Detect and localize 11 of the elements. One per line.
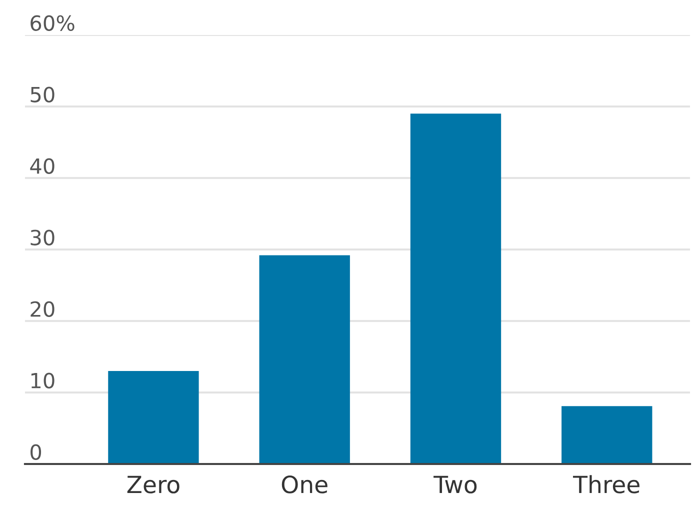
x-tick-label: One [282,476,328,494]
y-tick-label: 60% [30,15,74,31]
x-tick-label: Three [572,475,640,494]
y-tick-label: 20 [30,301,54,317]
y-tick-label: 30 [30,230,54,246]
y-tick-label: 10 [31,372,54,388]
y-tick-label: 40 [30,158,54,174]
x-tick-label: Two [434,476,477,494]
x-tick-label: Zero [127,476,180,494]
y-tick-label: 0 [30,444,42,460]
y-tick-label: 50 [30,86,54,102]
